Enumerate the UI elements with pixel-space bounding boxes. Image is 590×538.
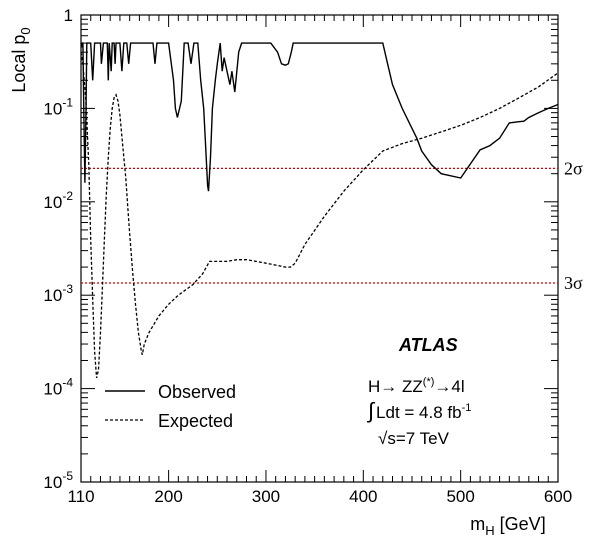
x-axis: 110 200 300 400 500 600: [67, 15, 572, 506]
y-tick-label: 10-4: [43, 376, 73, 399]
legend: Observed Expected: [105, 382, 236, 431]
x-tick-label: 300: [252, 487, 280, 506]
y-axis-title: Local p0: [9, 27, 33, 92]
process-star: (*): [423, 376, 435, 388]
y-tick-label: 1: [64, 6, 73, 25]
reference-lines: 2σ 3σ: [81, 158, 583, 293]
x-tick-label: 200: [154, 487, 182, 506]
x-tick-label: 110: [67, 487, 94, 506]
series-expected-line: [80, 52, 559, 379]
x-axis-title: mH [GeV]: [470, 514, 545, 538]
legend-observed-label: Observed: [158, 382, 236, 402]
sigma-label-3: 3σ: [564, 273, 583, 293]
process-prefix: H: [368, 377, 380, 396]
legend-expected-label: Expected: [158, 411, 233, 431]
y-tick-label: 10-2: [43, 189, 73, 212]
x-axis-title-unit: [GeV]: [495, 514, 546, 534]
process-arrow-2: →: [434, 377, 451, 396]
energy-label: √s=7 TeV: [378, 429, 450, 448]
x-tick-label: 400: [349, 487, 377, 506]
x-axis-title-sub: H: [485, 523, 494, 538]
sigma-label-2: 2σ: [564, 158, 583, 178]
series-observed-line: [80, 42, 559, 192]
x-axis-title-main: m: [470, 514, 485, 534]
y-tick-label: 10-5: [43, 469, 73, 492]
atlas-label: ATLAS: [398, 335, 458, 355]
y-axis: 10-5 10-4 10-3 10-2 10-1 1: [43, 6, 558, 492]
process-zz: ZZ: [397, 377, 423, 396]
integral-sign: ∫: [366, 398, 376, 423]
process-label: H→ ZZ(*)→4l: [368, 376, 465, 396]
y-axis-title-main: Local p: [9, 35, 29, 93]
energy-text: s=7 TeV: [387, 429, 449, 448]
process-suffix: 4l: [451, 377, 464, 396]
lumi-text: Ldt = 4.8 fb: [376, 403, 462, 422]
lumi-exp: -1: [462, 402, 472, 414]
x-tick-label: 600: [544, 487, 572, 506]
y-axis-title-sub: 0: [18, 27, 33, 34]
sqrt-sign: √: [378, 429, 388, 448]
y-tick-label: 10-3: [43, 282, 73, 305]
x-tick-label: 500: [446, 487, 474, 506]
plot-frame: [80, 14, 559, 483]
lumi-label: ∫ Ldt = 4.8 fb-1: [366, 398, 471, 423]
y-tick-label: 10-1: [43, 95, 73, 118]
process-arrow: →: [380, 377, 397, 396]
